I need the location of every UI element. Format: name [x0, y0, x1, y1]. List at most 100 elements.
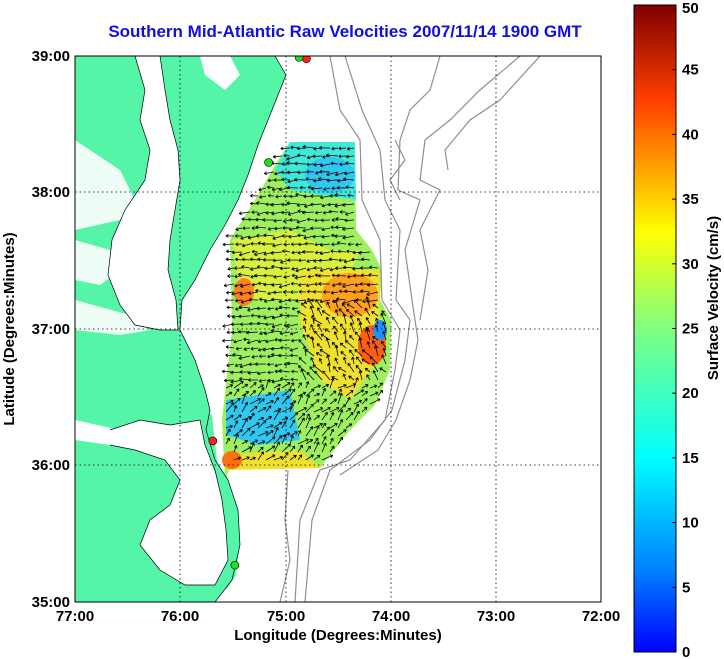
velocity-arrow — [281, 249, 291, 254]
velocity-arrow — [321, 406, 331, 413]
velocity-arrow — [241, 418, 248, 429]
velocity-arrow — [287, 179, 299, 184]
velocity-arrow — [286, 201, 299, 205]
velocity-arrow — [345, 308, 355, 317]
velocity-arrow — [247, 378, 259, 382]
velocity-arrow — [289, 419, 296, 429]
velocity-arrow — [249, 321, 259, 326]
velocity-arrow — [365, 296, 371, 309]
velocity-arrow — [257, 314, 267, 319]
velocity-arrow — [298, 289, 307, 294]
velocity-arrow — [251, 210, 259, 215]
velocity-arrow — [250, 193, 259, 198]
velocity-arrow — [283, 275, 291, 279]
velocity-arrow — [297, 382, 302, 389]
velocity-arrow — [286, 155, 299, 161]
velocity-arrow — [374, 324, 379, 333]
velocity-arrow — [231, 291, 243, 296]
velocity-arrow — [353, 389, 365, 397]
velocity-arrow — [257, 387, 265, 397]
velocity-arrow — [305, 177, 315, 181]
velocity-arrow — [249, 398, 261, 405]
velocity-arrow — [342, 356, 347, 365]
velocity-arrow — [288, 234, 299, 239]
velocity-arrow — [353, 410, 360, 421]
velocity-arrow — [297, 391, 307, 397]
velocity-arrow — [270, 346, 283, 351]
velocity-arrow — [297, 233, 307, 238]
velocity-arrow — [313, 425, 320, 437]
velocity-arrow — [337, 388, 342, 397]
velocity-arrow — [313, 162, 323, 167]
velocity-arrow — [222, 242, 235, 247]
velocity-arrow — [245, 330, 259, 335]
velocity-arrow — [330, 290, 339, 295]
x-tick-label: 72:00 — [582, 608, 620, 625]
velocity-arrow — [329, 377, 335, 389]
velocity-arrow — [310, 186, 323, 191]
velocity-arrow — [319, 169, 331, 174]
velocity-arrow — [321, 426, 330, 437]
velocity-arrow — [290, 377, 299, 382]
velocity-arrow — [319, 251, 331, 256]
velocity-arrow — [248, 291, 259, 296]
velocity-arrow — [315, 299, 323, 309]
velocity-arrow — [289, 412, 299, 421]
velocity-arrow — [361, 349, 371, 357]
velocity-arrow — [318, 258, 331, 263]
velocity-arrow — [321, 387, 326, 397]
velocity-arrow — [297, 417, 305, 429]
velocity-arrow — [381, 310, 387, 317]
velocity-arrow — [312, 289, 323, 294]
velocity-arrow — [337, 436, 343, 445]
colorbar-tick-label: 50 — [682, 0, 699, 17]
velocity-arrow — [337, 409, 344, 421]
velocity-arrow — [342, 283, 355, 289]
velocity-arrow — [233, 380, 244, 389]
velocity-arrow — [381, 354, 387, 365]
velocity-arrow — [227, 314, 235, 319]
velocity-arrow — [265, 339, 275, 344]
velocity-arrow — [289, 331, 299, 336]
velocity-arrow — [241, 393, 247, 405]
velocity-arrow — [290, 338, 299, 343]
velocity-arrow — [322, 210, 331, 215]
velocity-arrow — [301, 210, 315, 215]
velocity-arrow — [296, 219, 307, 224]
velocity-arrow — [353, 377, 359, 389]
velocity-arrow — [257, 384, 264, 389]
velocity-arrow — [329, 411, 335, 421]
velocity-arrow — [361, 257, 371, 262]
velocity-arrow — [235, 227, 243, 231]
velocity-arrow — [313, 437, 319, 445]
velocity-arrow — [265, 454, 276, 461]
velocity-arrow — [271, 297, 283, 302]
velocity-arrow — [340, 351, 347, 357]
velocity-arrow — [273, 178, 283, 182]
velocity-arrow — [289, 218, 299, 222]
velocity-arrow — [265, 405, 272, 413]
velocity-arrow — [379, 367, 387, 373]
velocity-arrow — [264, 322, 275, 327]
velocity-arrow — [314, 242, 323, 247]
velocity-arrow — [251, 249, 259, 254]
velocity-arrow — [273, 435, 283, 445]
velocity-arrow — [337, 384, 347, 389]
colorbar-tick-label: 45 — [682, 62, 699, 79]
velocity-arrow — [297, 412, 306, 421]
velocity-arrow — [226, 363, 235, 367]
velocity-arrow — [307, 274, 315, 279]
colorbar-tick-label: 15 — [682, 450, 699, 467]
velocity-arrow — [358, 250, 371, 255]
velocity-arrow — [296, 310, 307, 317]
velocity-arrow — [225, 424, 233, 429]
velocity-arrow — [321, 422, 327, 429]
velocity-arrow — [250, 313, 259, 318]
velocity-arrow — [337, 419, 344, 429]
velocity-arrow — [336, 185, 347, 190]
velocity-arrow — [312, 234, 323, 239]
velocity-arrow — [234, 274, 243, 279]
velocity-arrow — [234, 234, 243, 238]
velocity-arrow — [279, 331, 291, 336]
velocity-arrow — [267, 291, 275, 296]
